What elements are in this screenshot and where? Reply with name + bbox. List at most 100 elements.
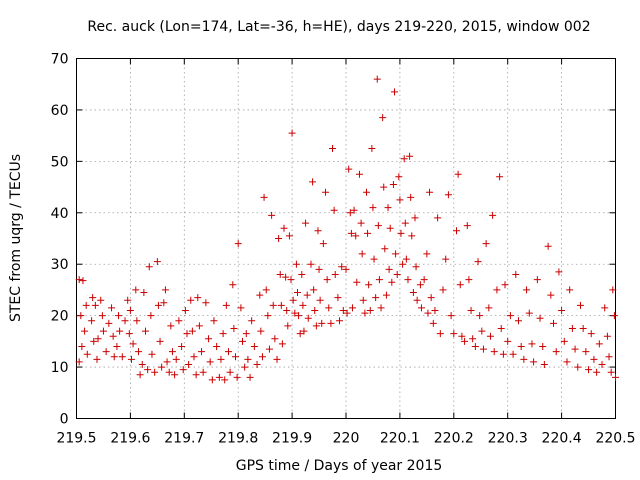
- data-point: [497, 325, 505, 332]
- data-point: [81, 327, 89, 335]
- data-point: [612, 373, 619, 381]
- data-point: [400, 155, 408, 163]
- data-point: [208, 376, 216, 384]
- data-point: [138, 361, 146, 368]
- data-point: [234, 240, 242, 248]
- data-point: [295, 312, 303, 320]
- data-point: [347, 229, 355, 237]
- data-point: [229, 281, 237, 289]
- data-point: [571, 345, 579, 353]
- data-point: [601, 304, 609, 312]
- data-point: [232, 353, 240, 361]
- data-point: [224, 348, 232, 356]
- data-point: [82, 301, 90, 309]
- data-point: [395, 173, 403, 181]
- data-point: [576, 301, 584, 309]
- data-point: [397, 229, 405, 237]
- data-point: [525, 309, 533, 317]
- data-point: [241, 363, 249, 371]
- data-point: [99, 327, 107, 335]
- data-point: [280, 224, 288, 232]
- data-point: [533, 276, 541, 284]
- data-point: [350, 206, 358, 214]
- data-point: [213, 343, 221, 350]
- data-point: [300, 327, 308, 335]
- data-point: [358, 250, 366, 258]
- data-point: [145, 263, 153, 271]
- data-point: [463, 222, 471, 230]
- data-point: [609, 286, 617, 294]
- data-point: [603, 332, 611, 340]
- data-point: [427, 294, 435, 302]
- data-point: [450, 330, 458, 338]
- data-point: [323, 276, 331, 284]
- data-point: [298, 271, 306, 278]
- data-point: [121, 317, 129, 325]
- data-point: [605, 353, 613, 361]
- x-tick-label: 219.7: [164, 431, 204, 447]
- data-point: [319, 240, 327, 248]
- data-point: [366, 307, 374, 314]
- data-point: [431, 307, 439, 314]
- data-point: [439, 286, 447, 294]
- data-point: [125, 330, 133, 338]
- data-point: [530, 358, 538, 366]
- data-point: [222, 301, 230, 309]
- data-point: [302, 219, 310, 227]
- data-point: [365, 281, 373, 289]
- data-point: [412, 263, 420, 271]
- data-point: [226, 368, 234, 376]
- data-point: [210, 317, 218, 325]
- data-point: [574, 363, 582, 371]
- data-point: [550, 319, 558, 327]
- data-point: [411, 214, 419, 222]
- data-point: [154, 301, 162, 309]
- data-point: [396, 196, 404, 204]
- data-point: [163, 358, 171, 366]
- data-point: [339, 307, 347, 314]
- data-point: [141, 327, 149, 335]
- data-point: [375, 276, 383, 284]
- data-point: [458, 332, 466, 340]
- data-point: [423, 250, 431, 258]
- data-point: [426, 188, 434, 196]
- y-tick-label: 60: [51, 103, 69, 119]
- data-point: [183, 330, 191, 338]
- data-point: [386, 224, 394, 232]
- data-point: [198, 348, 206, 356]
- data-point: [310, 286, 318, 294]
- data-point: [558, 307, 566, 314]
- x-tick-label: 219.6: [110, 431, 150, 447]
- data-point: [469, 335, 477, 343]
- data-point: [165, 368, 173, 376]
- data-point: [278, 340, 286, 348]
- data-point: [190, 353, 198, 361]
- data-point: [560, 337, 568, 345]
- data-point: [75, 276, 83, 284]
- data-point: [420, 276, 428, 284]
- data-point: [277, 301, 285, 309]
- data-point: [361, 309, 369, 317]
- data-point: [314, 227, 322, 235]
- data-point: [563, 358, 571, 366]
- data-point: [442, 255, 450, 263]
- data-point: [129, 340, 137, 348]
- data-point: [566, 286, 574, 294]
- data-point: [447, 312, 455, 320]
- data-point: [256, 291, 264, 299]
- data-point: [357, 219, 365, 227]
- x-tick-label: 220.1: [380, 431, 420, 447]
- data-point: [168, 348, 176, 356]
- data-point: [299, 301, 307, 309]
- data-point: [167, 322, 175, 330]
- data-point: [388, 278, 396, 286]
- data-point: [514, 317, 522, 325]
- data-point: [593, 368, 601, 376]
- data-point: [424, 309, 432, 317]
- data-point: [467, 307, 475, 314]
- data-point: [291, 309, 299, 317]
- data-point: [528, 340, 536, 348]
- data-point: [309, 178, 317, 186]
- data-point: [353, 278, 361, 286]
